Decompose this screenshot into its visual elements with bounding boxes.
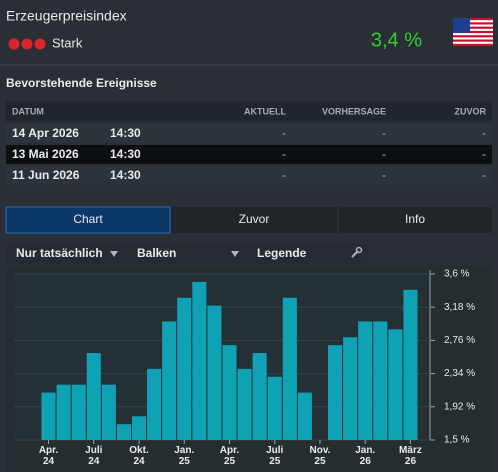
bar: [388, 329, 403, 440]
toolbar-item[interactable]: Legende: [257, 246, 307, 260]
cell: -: [382, 168, 386, 182]
dropdown-arrow[interactable]: [110, 251, 118, 257]
cell: -: [482, 147, 486, 161]
column-header: DATUM: [12, 106, 44, 116]
toolbar-bg: [6, 244, 368, 264]
cell: -: [382, 147, 386, 161]
cell: -: [482, 126, 486, 140]
bar: [297, 392, 312, 440]
y-tick-label: 1,92 %: [444, 401, 475, 412]
cell: -: [282, 147, 286, 161]
bar: [282, 297, 297, 440]
bar: [56, 384, 71, 440]
cell: -: [482, 168, 486, 182]
x-tick-label: März 26: [399, 445, 422, 467]
cell: 11 Jun 2026: [12, 168, 80, 182]
bar: [403, 289, 418, 440]
cell: 14:30: [110, 168, 141, 182]
bar: [252, 353, 267, 440]
bar: [237, 368, 252, 440]
tab-active[interactable]: [5, 206, 171, 234]
bar: [147, 368, 162, 440]
wrench-icon[interactable]: [351, 246, 363, 258]
bar: [192, 281, 207, 440]
column-header: ZUVOR: [455, 106, 487, 116]
us-flag: [453, 18, 493, 46]
cell: -: [282, 168, 286, 182]
x-tick-label: Juli 24: [85, 445, 102, 467]
bar: [101, 384, 116, 440]
cell: 13 Mai 2026: [12, 147, 79, 161]
x-tick-label: Jan. 25: [174, 445, 194, 467]
toolbar-item[interactable]: Nur tatsächlich: [16, 246, 103, 260]
bar: [71, 384, 86, 440]
cell: -: [382, 126, 386, 140]
importance: Stark: [52, 35, 83, 50]
row-bg: [6, 166, 492, 185]
bar: [207, 305, 222, 440]
cell: 14:30: [110, 126, 141, 140]
x-tick-label: Nov. 25: [310, 445, 331, 467]
y-tick-label: 1,5 %: [444, 435, 470, 446]
y-tick-label: 3,18 %: [444, 302, 475, 313]
x-tick-label: Okt. 24: [129, 445, 149, 467]
dropdown-arrow[interactable]: [231, 251, 239, 257]
x-tick-label: Apr. 24: [39, 445, 59, 467]
bar: [116, 424, 131, 440]
bar: [328, 345, 343, 440]
cell: 14 Apr 2026: [12, 126, 79, 140]
importance-dot: [8, 38, 20, 50]
importance-dot: [34, 38, 46, 50]
bar: [343, 337, 358, 440]
title: Erzeugerpreisindex: [6, 8, 127, 24]
x-tick-label: Jan. 26: [355, 445, 375, 467]
toolbar-item[interactable]: Balken: [137, 246, 176, 260]
bar: [222, 345, 237, 440]
row-bg: [6, 124, 492, 143]
tab[interactable]: [171, 207, 337, 233]
column-header: VORHERSAGE: [322, 106, 386, 116]
bar: [373, 321, 388, 440]
tab-label[interactable]: Info: [405, 212, 425, 226]
y-tick-label: 2,76 %: [444, 335, 475, 346]
bar: [162, 321, 177, 440]
section-title: Bevorstehende Ereignisse: [6, 76, 157, 90]
x-tick-label: Apr. 25: [220, 445, 240, 467]
column-header: AKTUELL: [244, 106, 286, 116]
tab-label[interactable]: Zuvor: [239, 212, 270, 226]
bar: [358, 321, 373, 440]
bar: [131, 416, 147, 440]
tab-label[interactable]: Chart: [73, 212, 103, 226]
row-bg: [6, 145, 492, 164]
bar: [267, 376, 282, 440]
bar: [177, 297, 192, 440]
cell: 14:30: [110, 147, 141, 161]
tab[interactable]: [339, 207, 492, 233]
current-value: 3,4 %: [371, 29, 422, 51]
bar: [41, 392, 56, 440]
bar: [86, 353, 101, 440]
importance-dot: [21, 38, 33, 50]
cell: -: [282, 126, 286, 140]
y-tick-label: 2,34 %: [444, 368, 475, 379]
x-tick-label: Juli 25: [266, 445, 283, 467]
table-header-bg: [6, 101, 492, 121]
y-tick-label: 3,6 %: [444, 269, 470, 280]
